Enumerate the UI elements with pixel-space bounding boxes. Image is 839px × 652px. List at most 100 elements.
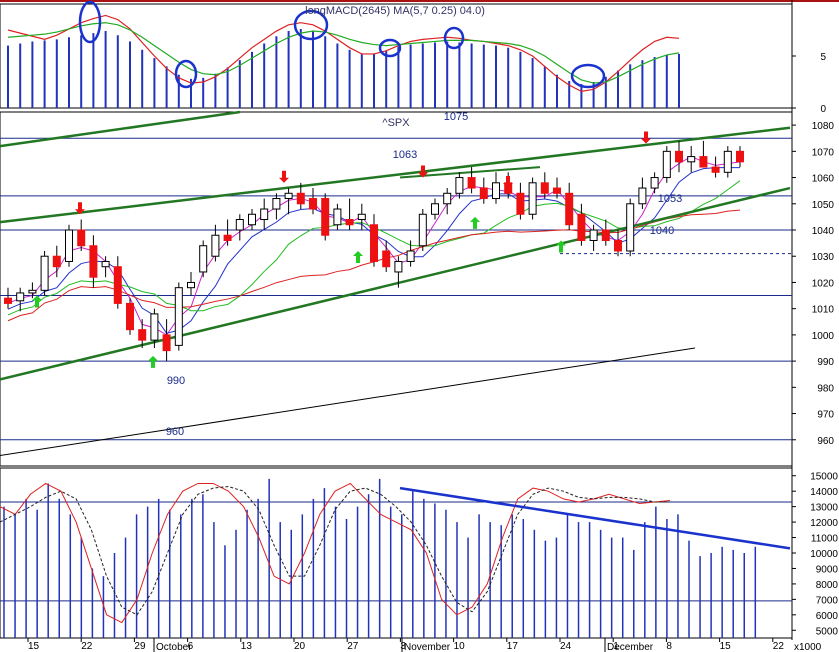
xtick-label-11: 1 xyxy=(613,641,619,652)
long-ma-line xyxy=(0,347,696,457)
top-osc-circle-3 xyxy=(378,38,402,58)
green-arrow-3 xyxy=(470,216,480,229)
candle-body-39 xyxy=(479,187,488,200)
candle-body-34 xyxy=(418,213,427,247)
candle-body-60 xyxy=(736,150,744,163)
annotation-1063: 1063 xyxy=(393,149,417,161)
candle-body-13 xyxy=(162,334,171,352)
candle-body-38 xyxy=(467,177,476,189)
red-arrow-4 xyxy=(641,131,651,144)
candle-body-6 xyxy=(77,229,86,247)
annotation-990: 990 xyxy=(167,375,185,387)
trendline-upper-old xyxy=(0,110,241,148)
candle-body-48 xyxy=(589,229,598,241)
candle-body-23 xyxy=(284,192,293,200)
candle-body-49 xyxy=(601,229,610,241)
candle-body-51 xyxy=(626,203,635,252)
xtick-label-6: 27 xyxy=(347,641,359,652)
bot-ytick-label-1: 6000 xyxy=(816,611,839,622)
candle-body-43 xyxy=(528,182,537,215)
candle-body-44 xyxy=(540,182,549,194)
candle-body-45 xyxy=(553,187,561,194)
candle-body-12 xyxy=(150,313,159,341)
candle-body-28 xyxy=(345,219,354,226)
candle-body-26 xyxy=(321,198,330,236)
candle-body-21 xyxy=(260,208,269,221)
annotation-1075: 1075 xyxy=(444,111,468,123)
candle-body-4 xyxy=(52,255,61,268)
price-ytick-label-6: 1020 xyxy=(812,278,835,289)
xtick-label-14: 22 xyxy=(773,641,785,652)
top-ytick-label-0: 0 xyxy=(820,104,826,115)
candle-body-24 xyxy=(296,192,305,205)
month-label-1: November xyxy=(404,642,451,652)
xtick-label-10: 24 xyxy=(560,641,572,652)
candle-body-30 xyxy=(370,224,378,262)
price-ytick-label-11: 1070 xyxy=(812,147,835,158)
xtick-label-5: 20 xyxy=(294,641,306,652)
top-osc-circle-1 xyxy=(174,59,198,89)
candle-body-0 xyxy=(4,297,12,304)
xtick-label-12: 8 xyxy=(666,641,672,652)
xtick-label-4: 13 xyxy=(241,641,253,652)
candle-body-22 xyxy=(272,198,281,210)
candle-body-27 xyxy=(333,208,342,226)
candle-body-8 xyxy=(101,260,110,268)
candle-body-57 xyxy=(699,156,708,168)
bot-ytick-label-0: 5000 xyxy=(816,626,839,637)
bot-ytick-label-4: 9000 xyxy=(816,564,839,575)
candle-body-33 xyxy=(406,250,415,262)
xtick-label-9: 17 xyxy=(507,641,519,652)
top-osc-circle-5 xyxy=(570,63,606,89)
price-ytick-label-8: 1040 xyxy=(812,226,835,237)
candle-body-31 xyxy=(382,250,391,268)
candle-body-3 xyxy=(40,255,49,291)
price-ytick-label-3: 990 xyxy=(817,357,834,368)
xtick-label-1: 22 xyxy=(81,641,93,652)
price-ytick-label-1: 970 xyxy=(817,410,834,421)
candle-body-56 xyxy=(687,156,696,163)
candle-body-40 xyxy=(492,182,500,200)
candle-body-16 xyxy=(199,245,208,273)
candle-body-1 xyxy=(16,292,25,302)
annotation-1040: 1040 xyxy=(650,225,674,237)
candle-body-58 xyxy=(711,166,720,173)
price-ytick-label-5: 1010 xyxy=(812,305,835,316)
price-ytick-label-2: 980 xyxy=(817,383,834,394)
red-arrow-2 xyxy=(418,165,428,178)
candle-body-18 xyxy=(223,234,232,241)
candle-body-53 xyxy=(650,177,659,189)
candle-body-46 xyxy=(565,192,574,226)
candle-body-7 xyxy=(89,245,98,278)
top-osc-title: longMACD(2645) MA(5,7 0.25) 04.0) xyxy=(305,5,485,17)
price-ytick-label-9: 1050 xyxy=(812,200,835,211)
price-title: ^SPX xyxy=(382,117,410,129)
price-ytick-label-10: 1060 xyxy=(812,174,835,185)
candle-body-55 xyxy=(675,150,683,163)
top-ytick-label-1: 5 xyxy=(820,52,826,63)
bot-ytick-label-7: 12000 xyxy=(810,518,838,529)
bot-ytick-label-2: 7000 xyxy=(816,595,839,606)
candle-body-47 xyxy=(577,213,586,241)
trendline-channel-top xyxy=(0,126,791,224)
trendline-channel-bottom xyxy=(0,186,791,381)
candle-body-59 xyxy=(723,150,732,173)
candle-body-11 xyxy=(138,329,147,341)
candle-body-32 xyxy=(394,260,403,273)
candle-body-50 xyxy=(614,239,622,252)
bot-trendline xyxy=(399,486,791,550)
xtick-label-0: 15 xyxy=(28,641,40,652)
xtick-label-3: 6 xyxy=(188,641,194,652)
bot-ytick-label-10: 15000 xyxy=(810,472,838,483)
bot-ytick-label-8: 13000 xyxy=(810,503,838,514)
candle-body-17 xyxy=(211,234,220,257)
top-osc-circle-4 xyxy=(443,26,465,50)
candle-body-5 xyxy=(65,229,73,262)
green-arrow-2 xyxy=(353,250,363,263)
green-arrow-1 xyxy=(148,355,158,368)
bot-ytick-label-6: 11000 xyxy=(811,534,839,545)
month-label-0: October xyxy=(156,642,192,652)
candle-body-9 xyxy=(113,266,122,304)
bot-osc-series-0 xyxy=(0,482,671,624)
